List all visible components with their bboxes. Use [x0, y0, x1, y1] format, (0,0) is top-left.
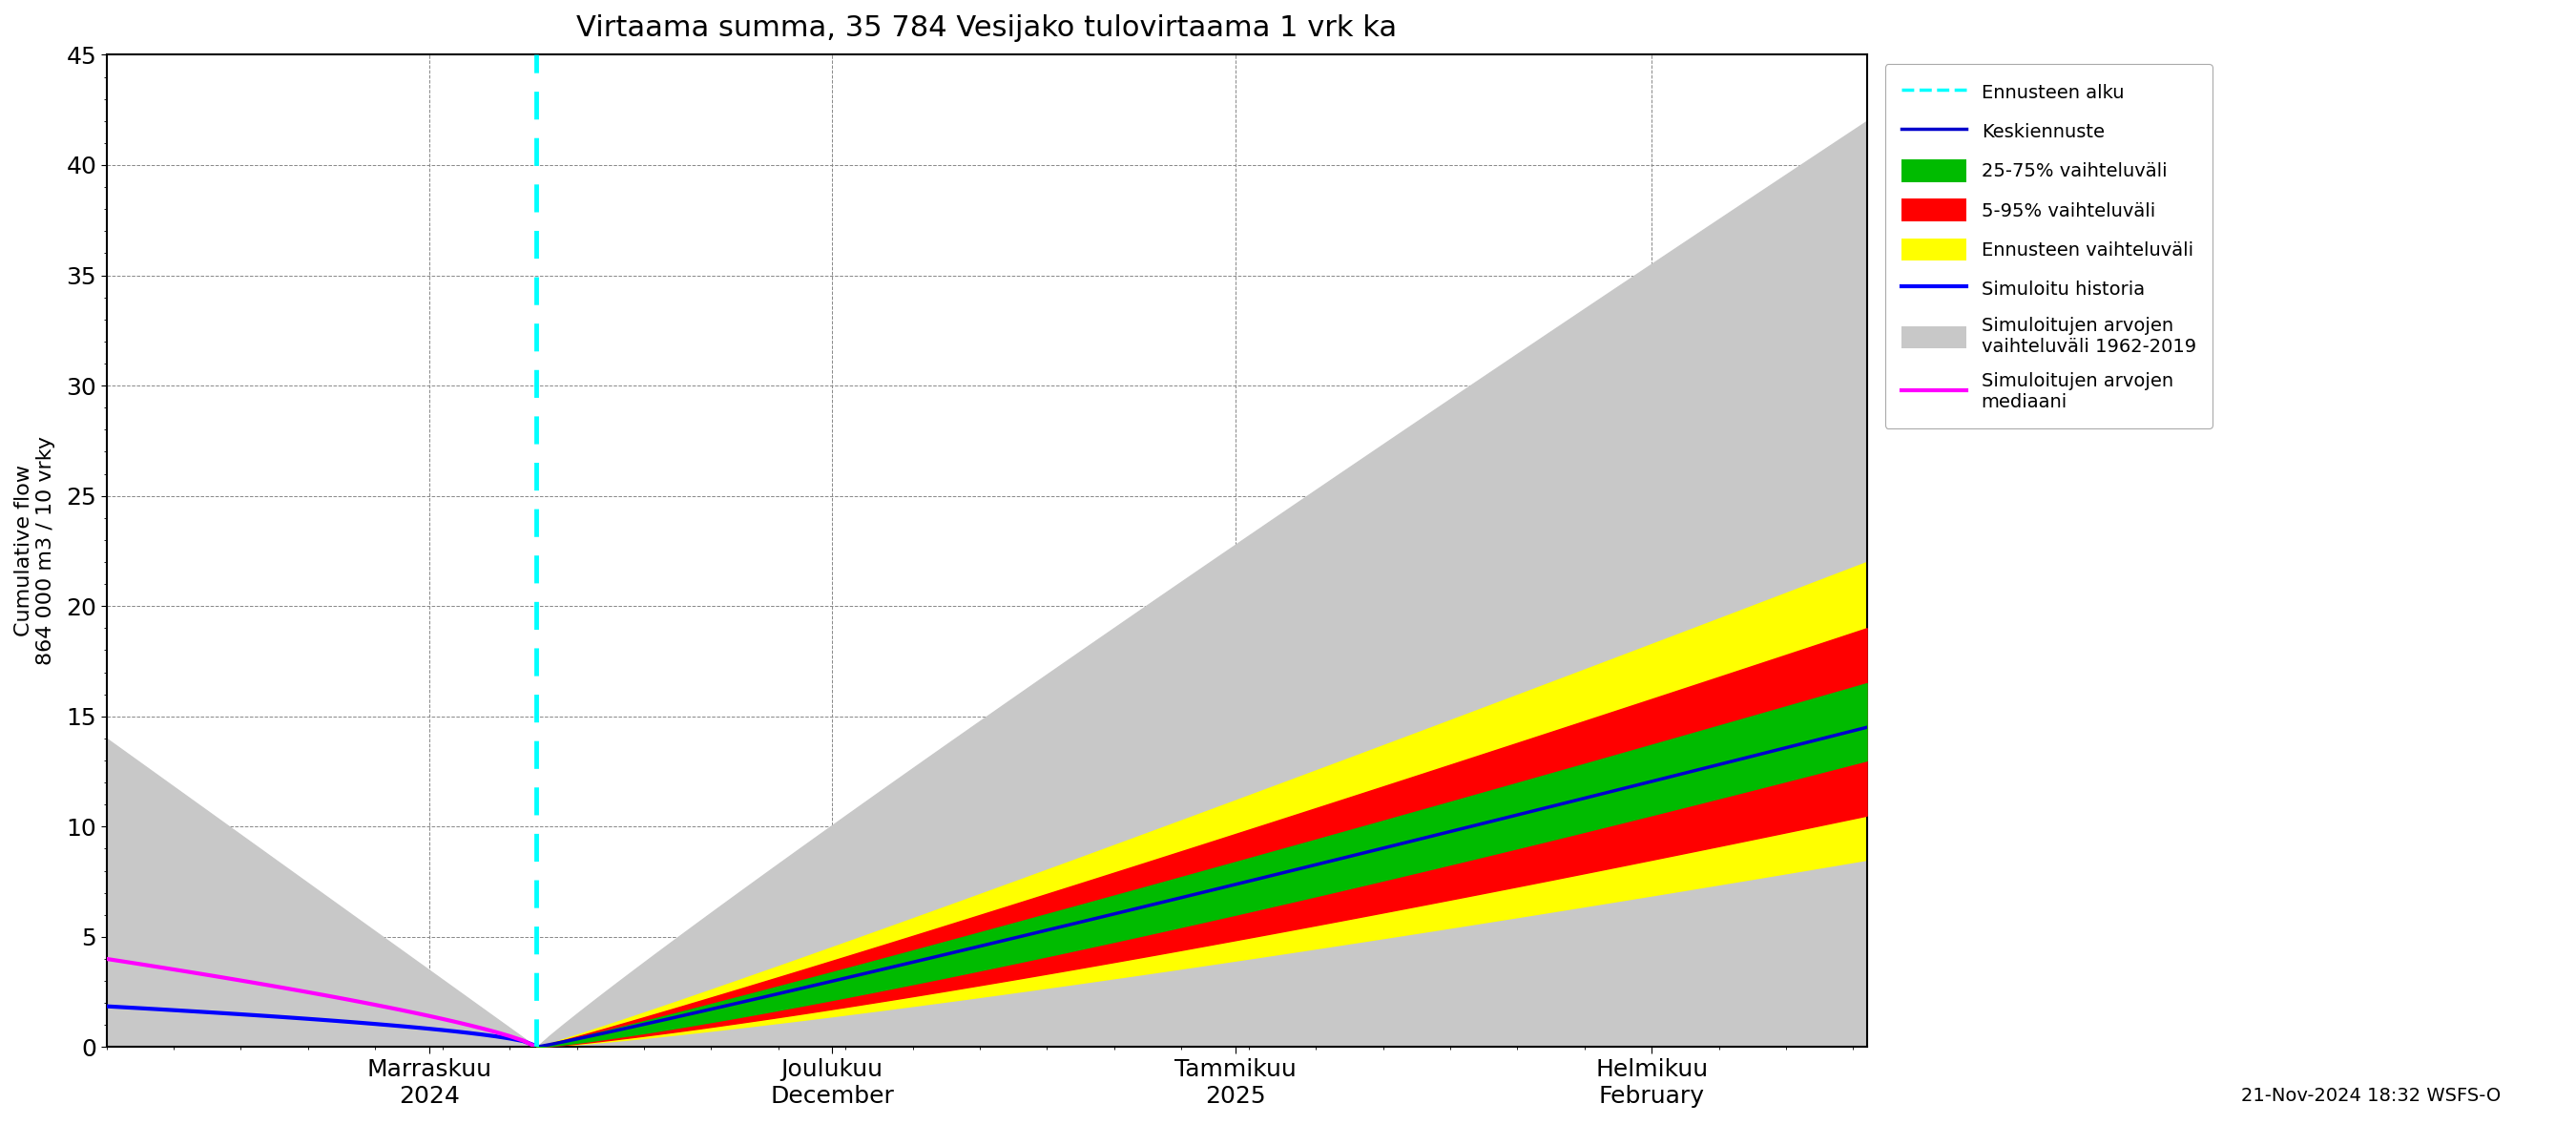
Title: Virtaama summa, 35 784 Vesijako tulovirtaama 1 vrk ka: Virtaama summa, 35 784 Vesijako tulovirt… [577, 14, 1396, 42]
Legend: Ennusteen alku, Keskiennuste, 25-75% vaihteluväli, 5-95% vaihteluväli, Ennusteen: Ennusteen alku, Keskiennuste, 25-75% vai… [1886, 64, 2213, 428]
Text: 21-Nov-2024 18:32 WSFS-O: 21-Nov-2024 18:32 WSFS-O [2241, 1087, 2501, 1105]
Y-axis label: Cumulative flow
864 000 m3 / 10 vrky: Cumulative flow 864 000 m3 / 10 vrky [15, 436, 57, 665]
